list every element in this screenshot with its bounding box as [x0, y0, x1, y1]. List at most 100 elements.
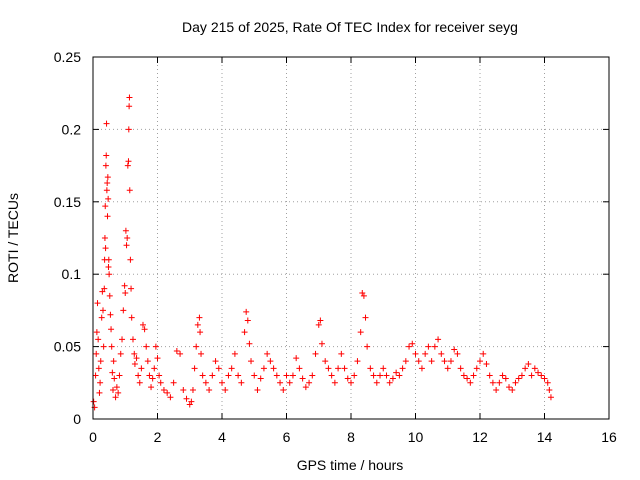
- data-point: [98, 314, 105, 321]
- data-point: [525, 360, 532, 367]
- data-point: [309, 372, 316, 379]
- data-point: [125, 126, 132, 133]
- data-point: [460, 372, 467, 379]
- data-point: [348, 379, 354, 386]
- data-point: [111, 375, 118, 382]
- data-point: [173, 347, 180, 354]
- y-tick-label: 0.25: [54, 49, 81, 65]
- data-point: [457, 365, 464, 372]
- data-point: [246, 340, 253, 347]
- data-point: [412, 350, 419, 357]
- x-tick-label: 2: [154, 429, 162, 445]
- data-point: [177, 350, 184, 357]
- data-point: [104, 179, 111, 186]
- data-point: [299, 375, 306, 382]
- data-point: [127, 256, 134, 263]
- data-point: [493, 387, 500, 394]
- data-point: [125, 158, 132, 165]
- data-point: [157, 379, 164, 386]
- y-tick-label: 0.2: [62, 121, 82, 137]
- data-point: [335, 365, 342, 372]
- y-tick-label: 0.1: [62, 266, 82, 282]
- data-point: [194, 321, 201, 328]
- data-point: [107, 311, 114, 318]
- data-point: [518, 372, 525, 379]
- data-point: [312, 350, 319, 357]
- data-point: [470, 372, 477, 379]
- data-point: [354, 358, 361, 365]
- data-point: [496, 379, 503, 386]
- data-point: [219, 379, 225, 386]
- data-point: [104, 174, 111, 181]
- chart-title: Day 215 of 2025, Rate Of TEC Index for r…: [182, 19, 518, 35]
- data-point: [535, 369, 542, 376]
- data-point: [167, 394, 174, 401]
- x-tick-labels: 0 2 4 6 8 10 12 14 16: [89, 429, 617, 445]
- data-point: [254, 387, 261, 394]
- data-point: [318, 340, 325, 347]
- data-point: [119, 336, 126, 343]
- data-point: [447, 358, 454, 365]
- data-point: [92, 372, 99, 379]
- y-axis-label: ROTI / TECUs: [5, 193, 21, 283]
- data-point: [97, 358, 104, 365]
- data-point: [438, 350, 445, 357]
- data-point: [188, 398, 195, 405]
- data-point: [241, 329, 248, 336]
- data-point: [317, 317, 324, 324]
- y-tick-label: 0.05: [54, 339, 81, 355]
- data-point: [197, 329, 204, 336]
- y-tick-labels: 0 0.05 0.1 0.15 0.2 0.25: [54, 49, 81, 427]
- data-point: [109, 387, 116, 394]
- data-point: [451, 346, 458, 353]
- data-point: [464, 375, 471, 382]
- data-point: [418, 365, 425, 372]
- data-point: [93, 329, 100, 336]
- data-point: [264, 350, 271, 357]
- data-point: [90, 398, 97, 405]
- x-axis-label: GPS time / hours: [297, 457, 404, 473]
- data-point: [135, 372, 142, 379]
- data-point: [338, 350, 345, 357]
- data-point: [222, 387, 229, 394]
- data-point: [94, 300, 101, 307]
- data-point: [399, 365, 406, 372]
- axis-ticks: [92, 56, 610, 420]
- data-point: [128, 285, 135, 292]
- data-point: [483, 360, 490, 367]
- data-point: [480, 350, 487, 357]
- data-point: [106, 271, 113, 278]
- data-point: [260, 365, 267, 372]
- data-point: [202, 379, 209, 386]
- data-point: [183, 395, 190, 402]
- data-point: [209, 372, 216, 379]
- data-point: [103, 152, 110, 159]
- data-point: [512, 379, 519, 386]
- data-point: [396, 372, 403, 379]
- data-point: [306, 379, 313, 386]
- data-point: [139, 321, 146, 328]
- data-point: [120, 307, 127, 314]
- data-point: [102, 245, 109, 252]
- data-point: [422, 350, 429, 357]
- data-point: [228, 365, 235, 372]
- data-point: [270, 365, 277, 372]
- data-point: [108, 343, 115, 350]
- x-tick-label: 4: [218, 429, 226, 445]
- data-point: [244, 317, 251, 324]
- data-point: [131, 350, 138, 357]
- data-point: [105, 263, 112, 270]
- data-point: [383, 372, 390, 379]
- data-point: [544, 379, 551, 386]
- data-point: [302, 384, 309, 391]
- x-tick-label: 10: [408, 429, 424, 445]
- data-point: [341, 365, 348, 372]
- data-point: [113, 384, 120, 391]
- data-point: [154, 355, 161, 362]
- data-point: [257, 375, 264, 382]
- data-point: [344, 375, 351, 382]
- data-point: [380, 365, 387, 372]
- data-point: [138, 365, 145, 372]
